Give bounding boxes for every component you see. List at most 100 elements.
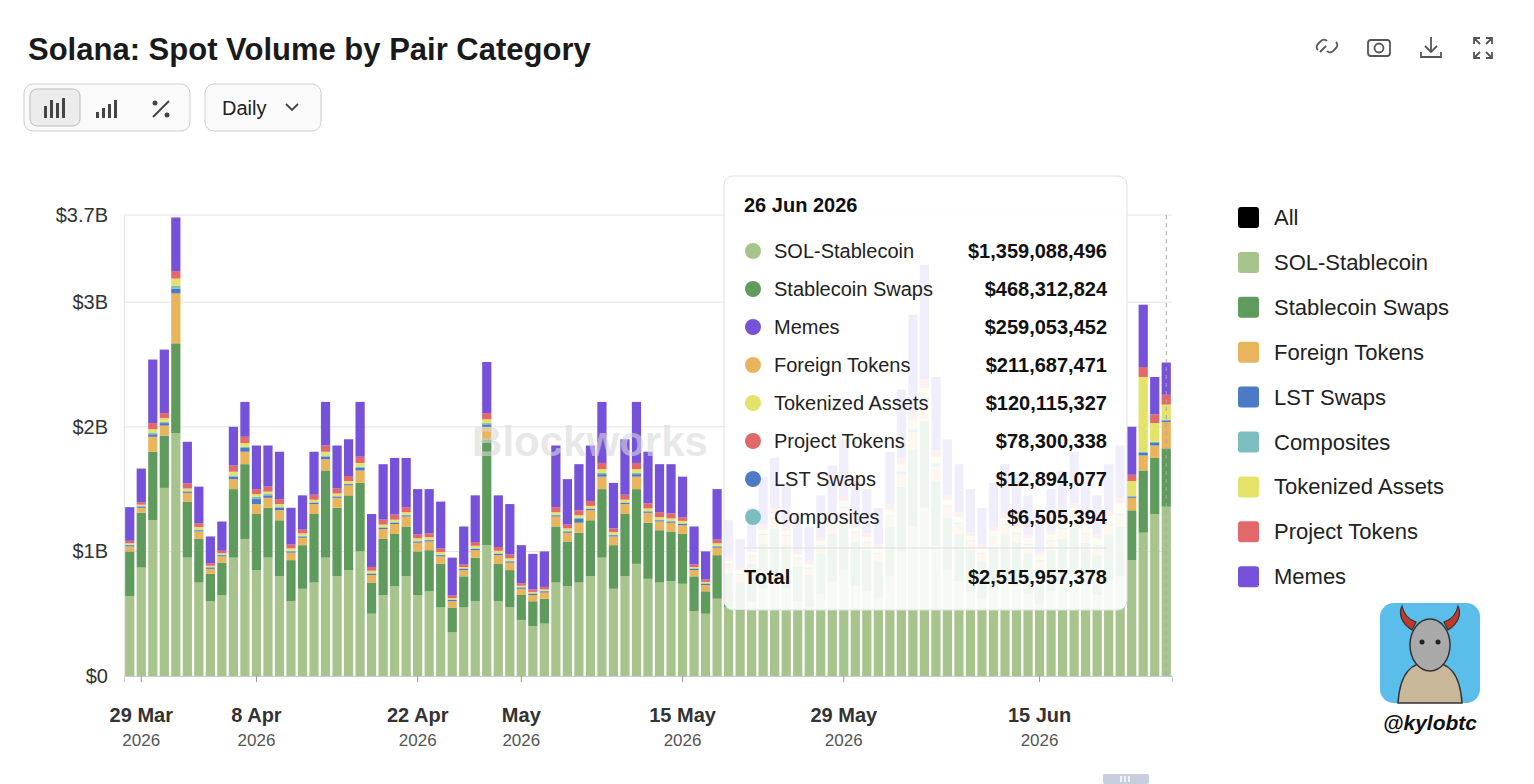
bar-segment[interactable] (229, 479, 238, 489)
bar-segment[interactable] (494, 601, 503, 676)
bar-segment[interactable] (620, 500, 629, 502)
bar-segment[interactable] (148, 423, 157, 429)
bar-segment[interactable] (298, 495, 307, 529)
icon-line[interactable] (153, 101, 169, 117)
bar-segment[interactable] (563, 525, 572, 529)
bar-segment[interactable] (379, 525, 388, 527)
bar-segment[interactable] (263, 498, 272, 508)
bar-segment[interactable] (666, 513, 675, 518)
bar-segment[interactable] (609, 545, 618, 589)
bar-segment[interactable] (471, 549, 480, 550)
bar-segment[interactable] (655, 512, 664, 517)
bar-segment[interactable] (137, 568, 146, 676)
bar-segment[interactable] (160, 422, 169, 423)
bar-segment[interactable] (148, 429, 157, 433)
bar-segment[interactable] (309, 504, 318, 514)
link-icon[interactable] (1317, 40, 1338, 53)
bar-segment[interactable] (217, 553, 226, 554)
bar-segment[interactable] (183, 558, 192, 676)
bar-segment[interactable] (1127, 498, 1136, 510)
bar-segment[interactable] (482, 362, 491, 413)
bar-segment[interactable] (666, 523, 675, 532)
bar-segment[interactable] (528, 589, 537, 591)
bar-segment[interactable] (632, 474, 641, 476)
bar-segment[interactable] (206, 536, 215, 563)
bar-segment[interactable] (574, 510, 583, 515)
bar-segment[interactable] (643, 579, 652, 676)
bar-segment[interactable] (125, 546, 134, 551)
bar-segment[interactable] (436, 548, 445, 552)
legend-swatch[interactable] (1238, 521, 1259, 542)
bar-segment[interactable] (160, 436, 169, 488)
icon-bar[interactable] (114, 100, 117, 118)
bar-segment[interactable] (183, 442, 192, 484)
bar-segment[interactable] (413, 541, 422, 542)
bar-segment[interactable] (402, 512, 411, 514)
bar-segment[interactable] (321, 446, 330, 452)
bar-segment[interactable] (171, 343, 180, 433)
bar-segment[interactable] (344, 484, 353, 485)
bar-segment[interactable] (586, 576, 595, 676)
bar-segment[interactable] (171, 286, 180, 288)
bar-segment[interactable] (240, 437, 249, 443)
bar-segment[interactable] (217, 551, 226, 553)
bar-segment[interactable] (736, 611, 745, 676)
bar-segment[interactable] (563, 531, 572, 532)
bar-segment[interactable] (137, 505, 146, 506)
bar-segment[interactable] (286, 551, 295, 552)
bar-segment[interactable] (321, 452, 330, 456)
bar-segment[interactable] (194, 531, 203, 538)
bar-segment[interactable] (194, 487, 203, 524)
bar-segment[interactable] (517, 620, 526, 676)
bar-segment[interactable] (528, 554, 537, 590)
bar-segment[interactable] (298, 530, 307, 534)
bar-segment[interactable] (263, 495, 272, 497)
legend-swatch[interactable] (1238, 476, 1259, 497)
bar-segment[interactable] (263, 446, 272, 487)
bar-segment[interactable] (574, 515, 583, 517)
dropdown-label[interactable]: Daily (222, 97, 266, 119)
bar-segment[interactable] (712, 489, 721, 539)
bar-segment[interactable] (643, 513, 652, 523)
icon-dot[interactable] (165, 113, 170, 118)
bar-segment[interactable] (701, 585, 710, 591)
bar-segment[interactable] (183, 493, 192, 502)
bar-segment[interactable] (574, 533, 583, 583)
bar-segment[interactable] (240, 443, 249, 447)
legend-item[interactable]: SOL-Stablecoin (1238, 250, 1428, 275)
bar-segment[interactable] (125, 545, 134, 546)
bar-segment[interactable] (712, 599, 721, 676)
bar-segment[interactable] (505, 561, 514, 562)
bar-segment[interactable] (689, 569, 698, 570)
bar-segment[interactable] (194, 523, 203, 527)
bar-segment[interactable] (332, 497, 341, 498)
bar-segment[interactable] (148, 433, 157, 434)
bar-segment[interactable] (344, 485, 353, 495)
legend-item[interactable]: LST Swaps (1238, 385, 1386, 410)
bar-segment[interactable] (1035, 604, 1044, 676)
bar-segment[interactable] (678, 517, 687, 521)
icon-bar[interactable] (50, 100, 53, 118)
bar-segment[interactable] (229, 489, 238, 558)
bar-segment[interactable] (286, 553, 295, 560)
bar-segment[interactable] (194, 527, 203, 529)
icon-bar[interactable] (108, 104, 111, 118)
bar-segment[interactable] (298, 538, 307, 545)
bar-segment[interactable] (367, 571, 376, 573)
bar-segment[interactable] (517, 545, 526, 583)
bar-segment[interactable] (528, 626, 537, 676)
bar-segment[interactable] (355, 463, 364, 467)
bar-segment[interactable] (355, 483, 364, 552)
bar-segment[interactable] (678, 584, 687, 676)
bar-segment[interactable] (194, 583, 203, 676)
bar-segment[interactable] (436, 555, 445, 556)
bar-segment[interactable] (160, 426, 169, 436)
dropdown-chevron[interactable] (286, 104, 298, 110)
bar-segment[interactable] (194, 530, 203, 531)
bar-segment[interactable] (402, 458, 411, 507)
bar-segment[interactable] (206, 601, 215, 676)
bar-segment[interactable] (137, 469, 146, 503)
bar-segment[interactable] (229, 465, 238, 471)
bar-segment[interactable] (505, 570, 514, 607)
bar-segment[interactable] (689, 567, 698, 568)
